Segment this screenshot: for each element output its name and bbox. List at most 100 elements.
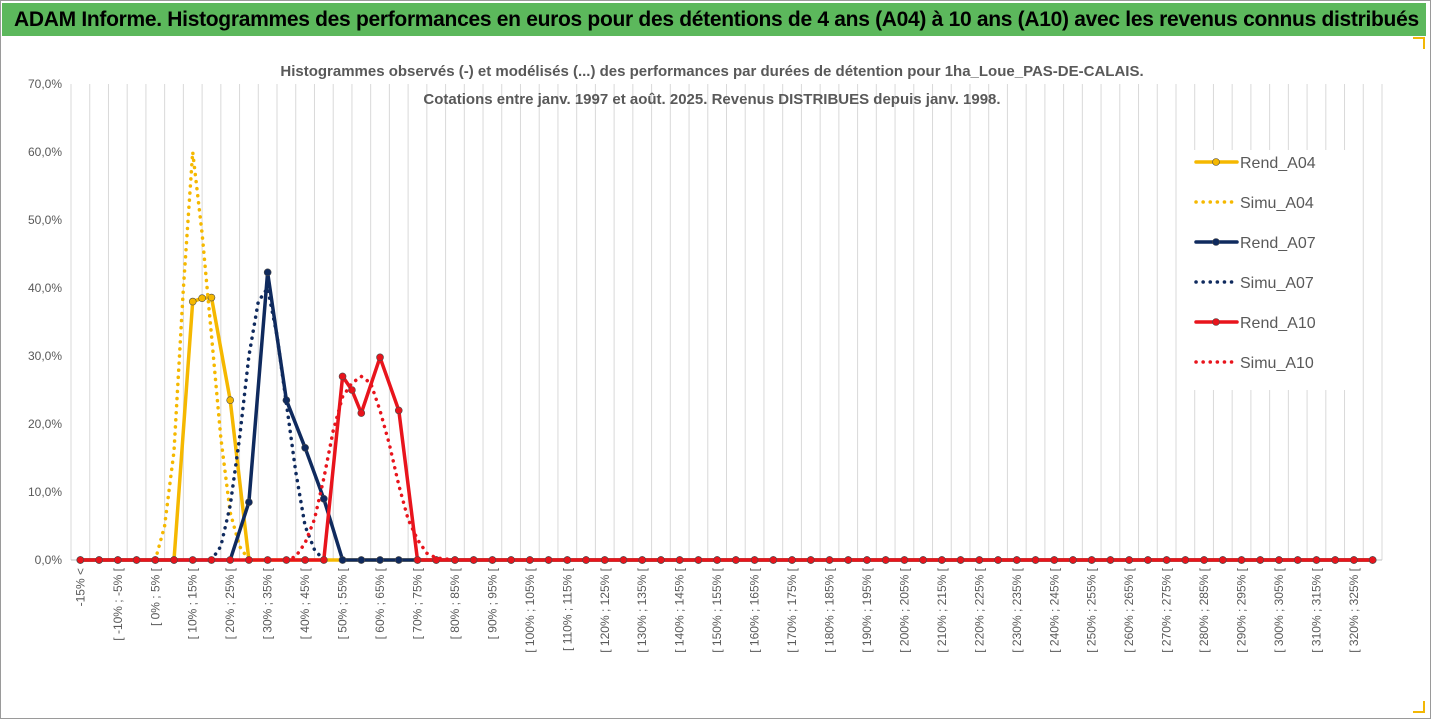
x-tick-label: [ 100% ; 105% [: [523, 567, 537, 652]
data-point-Rend_A10: [1162, 556, 1171, 564]
data-point-Rend_A10: [863, 556, 871, 564]
x-tick-label: [ 10% ; 15% [: [186, 567, 200, 639]
series-lines: [76, 150, 1377, 564]
legend-label-Simu_A04: Simu_A04: [1240, 195, 1314, 212]
x-tick-label: [ 280% ; 285% [: [1197, 567, 1211, 652]
x-tick-label: [ 250% ; 255% [: [1085, 567, 1099, 652]
page-title: ADAM Informe. Histogrammes des performan…: [2, 3, 1426, 36]
x-tick-label: [ 210% ; 215% [: [935, 567, 949, 652]
data-point-Rend_A10: [76, 556, 85, 564]
y-axis: 0,0% 10,0% 20,0% 30,0% 40,0% 50,0% 60,0% 70,0%: [28, 77, 62, 567]
data-point-Rend_A10: [488, 556, 497, 564]
data-point-Rend_A10: [1144, 556, 1152, 564]
data-point-Rend_A07: [320, 494, 328, 503]
legend-marker-Rend_A10: [1212, 318, 1220, 326]
series-line-Simu_A10: [284, 374, 457, 562]
data-point-Rend_A10: [1256, 556, 1265, 564]
x-tick-label: [ 320% ; 325% [: [1347, 567, 1361, 652]
data-point-Rend_A10: [675, 556, 684, 564]
data-point-Rend_A10: [1368, 556, 1377, 564]
y-tick-label: 10,0%: [28, 485, 62, 499]
data-point-Rend_A10: [1181, 556, 1190, 564]
data-point-Rend_A10: [507, 556, 515, 564]
data-point-Rend_A10: [582, 556, 590, 564]
data-point-Rend_A07: [338, 556, 347, 564]
x-tick-label: [ 60% ; 65% [: [373, 567, 387, 639]
data-point-Rend_A07: [394, 556, 403, 564]
legend-label-Rend_A07: Rend_A07: [1240, 235, 1316, 252]
data-point-Rend_A10: [245, 556, 253, 564]
x-tick-label: [ 200% ; 205% [: [897, 567, 911, 652]
x-tick-label: [ 240% ; 245% [: [1047, 567, 1061, 652]
x-tick-label: [ 120% ; 125% [: [598, 567, 612, 652]
data-point-Rend_A10: [170, 556, 178, 564]
data-point-Rend_A10: [188, 556, 197, 564]
data-point-Rend_A04: [188, 297, 197, 306]
legend-marker-Rend_A07: [1212, 238, 1220, 246]
data-point-Rend_A07: [376, 556, 384, 564]
y-tick-label: 30,0%: [28, 349, 62, 363]
legend-box: [1182, 150, 1352, 390]
x-axis: -15% < [ -10% ; -5% [[ 0% ; 5% [[ 10% ; 1…: [73, 567, 1361, 652]
data-point-Rend_A10: [750, 556, 759, 564]
data-point-Rend_A10: [732, 556, 740, 564]
data-point-Rend_A10: [713, 556, 721, 564]
data-point-Rend_A10: [1106, 556, 1115, 564]
chart-svg: Histogrammes observés (-) et modélisés (…: [28, 63, 1383, 653]
x-tick-label: [ 20% ; 25% [: [223, 567, 237, 639]
data-point-Rend_A10: [151, 556, 160, 564]
data-point-Rend_A10: [1312, 556, 1321, 564]
y-tick-label: 50,0%: [28, 213, 62, 227]
data-point-Rend_A10: [1237, 556, 1246, 564]
x-tick-label: [ 170% ; 175% [: [785, 567, 799, 652]
data-point-Rend_A10: [881, 556, 890, 564]
legend: Rend_A04 Simu_A04 Rend_A07 Simu_A07 Rend_A10…: [1182, 150, 1352, 390]
data-point-Rend_A10: [956, 556, 965, 564]
data-point-Rend_A10: [1293, 556, 1302, 564]
data-point-Rend_A10: [544, 556, 553, 564]
x-tick-label: [ -10% ; -5% [: [111, 567, 125, 640]
data-point-Rend_A07: [301, 443, 309, 452]
x-tick-label: [ 90% ; 95% [: [485, 567, 499, 639]
data-point-Rend_A10: [975, 556, 984, 564]
legend-label-Rend_A04: Rend_A04: [1240, 155, 1316, 172]
data-point-Rend_A10: [1275, 556, 1283, 564]
y-tick-label: 60,0%: [28, 145, 62, 159]
data-point-Rend_A10: [132, 556, 141, 564]
chart-title-line-1: Histogrammes observés (-) et modélisés (…: [280, 63, 1143, 80]
selection-corner-bottom-right: [1413, 701, 1425, 713]
x-tick-label: [ 180% ; 185% [: [823, 567, 837, 652]
x-tick-label: [ 50% ; 55% [: [336, 567, 350, 639]
legend-label-Rend_A10: Rend_A10: [1240, 315, 1316, 332]
data-point-Rend_A10: [657, 556, 665, 564]
data-point-Rend_A10: [600, 556, 609, 564]
data-point-Rend_A10: [1031, 556, 1040, 564]
x-tick-label: [ 30% ; 35% [: [261, 567, 275, 639]
data-point-Rend_A10: [694, 556, 703, 564]
data-point-Rend_A10: [1219, 556, 1227, 564]
data-point-Rend_A10: [357, 409, 366, 417]
y-tick-label: 0,0%: [35, 553, 63, 567]
data-point-Rend_A10: [1050, 556, 1059, 564]
data-point-Rend_A04: [207, 293, 216, 302]
x-tick-label: [ 0% ; 5% [: [148, 567, 162, 626]
x-tick-label: [ 110% ; 115% [: [560, 567, 574, 651]
data-point-Rend_A10: [1069, 556, 1077, 564]
data-point-Rend_A07: [245, 498, 253, 507]
series-line-Simu_A07: [209, 286, 326, 562]
data-point-Rend_A10: [1012, 556, 1021, 564]
data-point-Rend_A10: [114, 556, 122, 564]
data-point-Rend_A10: [900, 556, 909, 564]
chart-title-line-2: Cotations entre janv. 1997 et août. 2025…: [423, 91, 1000, 108]
data-point-Rend_A10: [825, 556, 834, 564]
data-point-Rend_A04: [226, 396, 234, 405]
data-point-Rend_A10: [348, 386, 356, 394]
data-point-Rend_A10: [1125, 556, 1133, 564]
x-tick-label: [ 140% ; 145% [: [673, 567, 687, 652]
data-point-Rend_A10: [469, 556, 478, 564]
data-point-Rend_A10: [994, 556, 1002, 564]
data-point-Rend_A10: [1200, 556, 1208, 564]
data-point-Rend_A07: [263, 268, 272, 277]
data-point-Rend_A10: [526, 556, 534, 564]
x-tick-label: [ 290% ; 295% [: [1235, 567, 1249, 652]
